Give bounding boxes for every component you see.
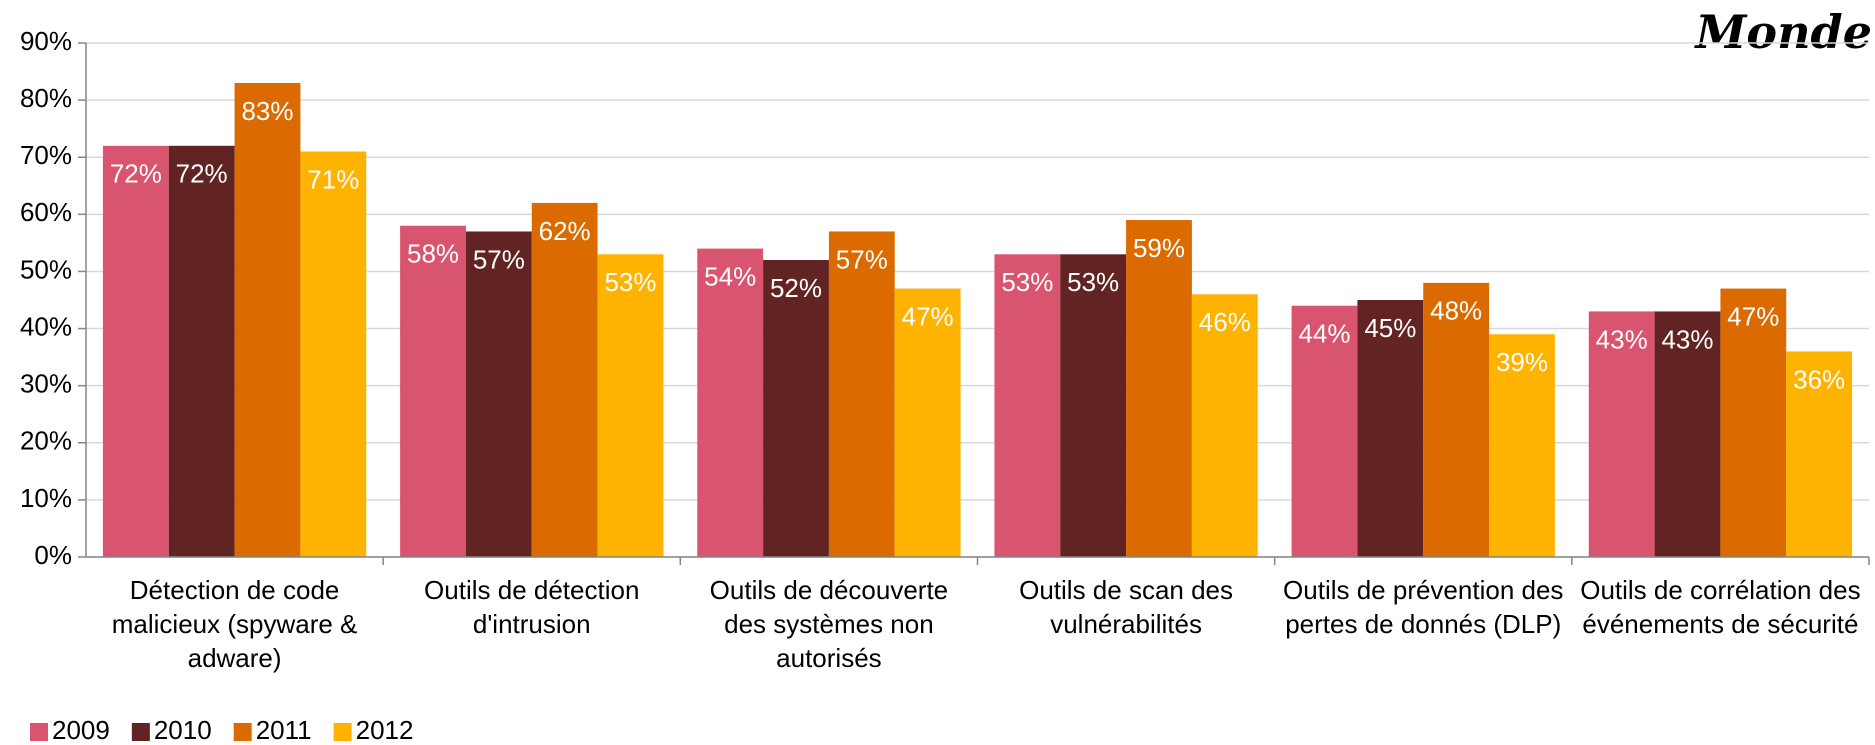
x-tick-label: Outils de découverte des systèmes non au… (709, 575, 949, 673)
bar (828, 231, 895, 557)
bar (300, 151, 367, 557)
bar (531, 202, 598, 557)
bar (994, 254, 1061, 558)
y-tick-label: 80% (20, 83, 72, 113)
value-label: 53% (1001, 267, 1053, 297)
x-tick-label: Outils de corrélation des événements de … (1580, 575, 1861, 639)
y-tick-label: 50% (20, 254, 72, 284)
value-label: 36% (1793, 364, 1845, 394)
legend-label: 2011 (256, 715, 312, 745)
bar (1423, 282, 1490, 557)
bar (1786, 351, 1853, 557)
bar (1126, 220, 1192, 558)
legend-label: 2009 (52, 715, 110, 745)
value-label: 44% (1298, 319, 1350, 349)
value-label: 53% (604, 267, 656, 297)
bar (1291, 305, 1358, 557)
bar (763, 260, 829, 557)
y-tick-label: 20% (20, 426, 72, 456)
legend-swatch (333, 723, 352, 741)
value-label: 57% (836, 244, 888, 274)
legend-swatch (131, 723, 150, 741)
value-label: 58% (407, 239, 459, 269)
bar (697, 248, 764, 557)
value-label: 72% (176, 159, 228, 189)
value-label: 59% (1133, 233, 1185, 263)
legend-label: 2010 (154, 715, 212, 745)
bar (1357, 300, 1424, 557)
bar (1060, 254, 1127, 558)
y-tick-label: 90% (20, 26, 72, 56)
bar (894, 288, 961, 557)
bar (400, 225, 466, 557)
x-tick-label: Outils de prévention des pertes de donné… (1283, 575, 1564, 639)
bar (1191, 294, 1258, 557)
bar (234, 82, 301, 557)
value-label: 43% (1596, 324, 1648, 354)
legend-swatch (30, 723, 48, 741)
y-tick-label: 40% (20, 311, 72, 341)
value-label: 47% (1727, 301, 1779, 331)
legend-swatch (233, 723, 252, 741)
y-tick-label: 0% (34, 540, 72, 570)
bar (1489, 334, 1555, 557)
y-tick-label: 30% (20, 369, 72, 399)
value-label: 72% (110, 159, 162, 189)
bar (1654, 311, 1721, 557)
y-tick-label: 60% (20, 197, 72, 227)
bar (1720, 288, 1787, 557)
value-label: 43% (1661, 324, 1713, 354)
bar (597, 254, 664, 558)
value-label: 46% (1199, 307, 1251, 337)
bar (1588, 311, 1655, 557)
y-tick-label: 70% (20, 140, 72, 170)
value-label: 39% (1496, 347, 1548, 377)
chart-title: Monde (1694, 5, 1872, 59)
value-label: 52% (770, 273, 822, 303)
value-label: 57% (473, 244, 525, 274)
value-label: 48% (1430, 296, 1482, 326)
bar (465, 231, 532, 557)
value-label: 53% (1067, 267, 1119, 297)
value-label: 54% (704, 261, 756, 291)
y-tick-label: 10% (20, 483, 72, 513)
value-label: 83% (241, 96, 293, 126)
x-tick-label: Outils de détection d'intrusion (424, 575, 640, 639)
x-tick-label: Outils de scan des vulnérabilités (1019, 575, 1234, 639)
bar (102, 145, 169, 558)
value-label: 45% (1364, 313, 1416, 343)
x-tick-label: Détection de code malicieux (spyware & a… (111, 575, 358, 673)
value-label: 47% (902, 301, 954, 331)
value-label: 71% (307, 164, 359, 194)
value-label: 62% (539, 216, 591, 246)
legend-label: 2012 (356, 715, 414, 745)
bar (168, 145, 235, 558)
